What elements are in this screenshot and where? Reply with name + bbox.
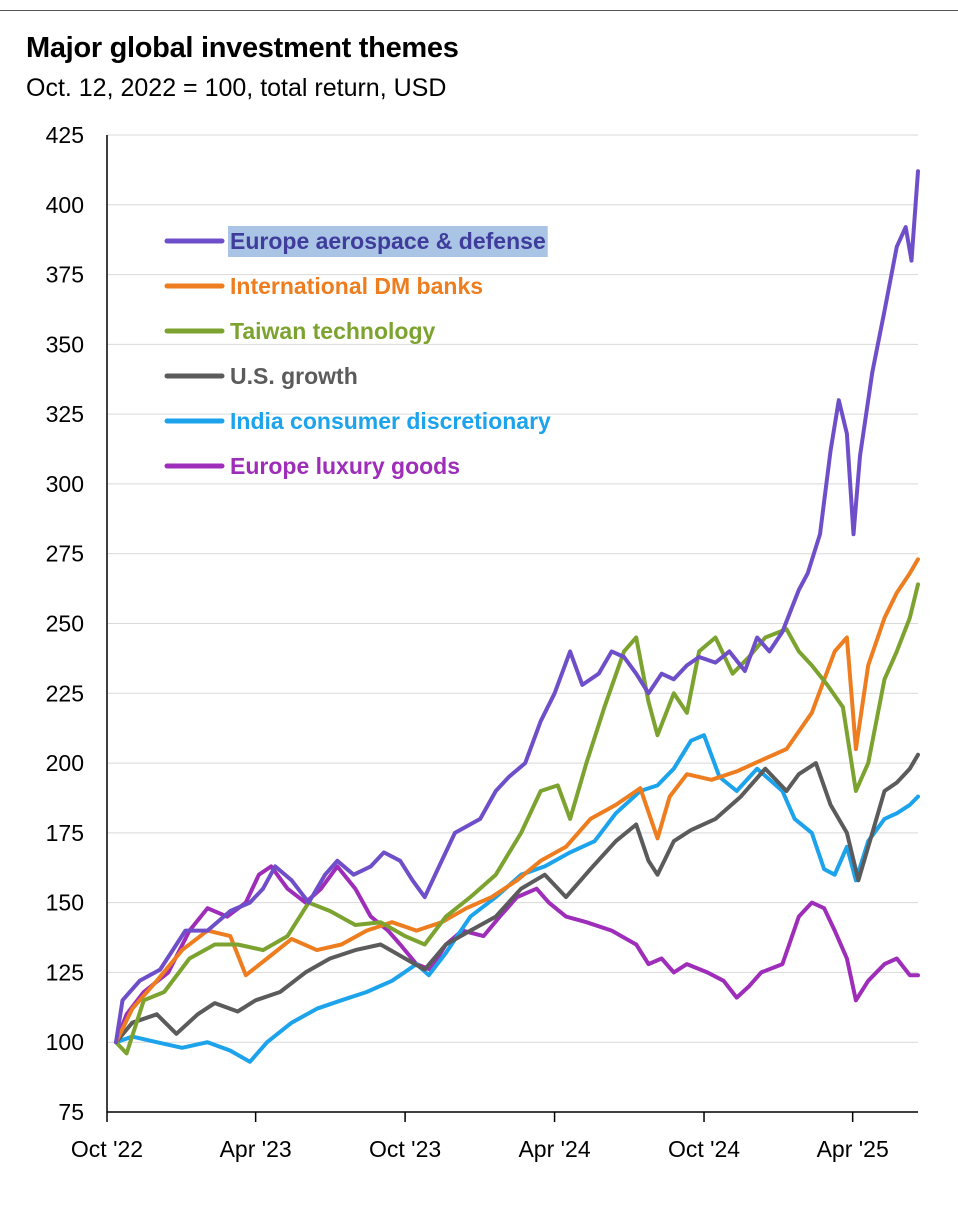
y-tick-label-250: 250 — [46, 611, 84, 637]
y-tick-label-125: 125 — [46, 959, 84, 985]
x-tick-label-3: Apr '24 — [518, 1136, 590, 1162]
y-tick-label-100: 100 — [46, 1029, 84, 1055]
legend-entry-3: U.S. growth — [164, 363, 358, 389]
legend-entry-0: Europe aerospace & defense — [164, 226, 548, 257]
legend-entry-5: Europe luxury goods — [164, 453, 460, 479]
y-tick-label-350: 350 — [46, 331, 84, 357]
axes: 75 100 125 150 175 200 225 250 275 300 325 350 375 40… — [46, 122, 918, 1162]
x-tick-label-4: Oct '24 — [668, 1136, 740, 1162]
y-tick-label-225: 225 — [46, 680, 84, 706]
top-rule — [0, 10, 958, 11]
legend-label-4: India consumer discretionary — [230, 408, 551, 434]
y-tick-label-300: 300 — [46, 471, 84, 497]
legend-label-1: International DM banks — [230, 273, 483, 299]
legend-entry-1: International DM banks — [164, 273, 483, 299]
gridlines — [107, 134, 918, 1043]
series-line-5 — [114, 864, 920, 1045]
legend: Europe aerospace & defense International … — [164, 226, 551, 479]
y-tick-label-200: 200 — [46, 750, 84, 776]
y-tick-label-75: 75 — [58, 1099, 84, 1125]
y-tick-label-375: 375 — [46, 262, 84, 288]
legend-label-0: Europe aerospace & defense — [230, 228, 546, 254]
series-line-4 — [114, 733, 920, 1064]
x-tick-label-5: Apr '25 — [817, 1136, 889, 1162]
y-tick-label-400: 400 — [46, 192, 84, 218]
chart-title: Major global investment themes — [26, 32, 459, 64]
series-line-0 — [114, 169, 920, 1045]
series-lines — [114, 169, 920, 1064]
x-tick-label-2: Oct '23 — [369, 1136, 441, 1162]
series-line-2 — [114, 582, 920, 1056]
y-tick-label-325: 325 — [46, 401, 84, 427]
y-tick-label-150: 150 — [46, 890, 84, 916]
legend-label-3: U.S. growth — [230, 363, 358, 389]
x-tick-label-1: Apr '23 — [220, 1136, 292, 1162]
legend-highlight-0 — [228, 226, 548, 257]
y-tick-label-425: 425 — [46, 122, 84, 148]
x-tick-label-0: Oct '22 — [71, 1136, 143, 1162]
legend-label-5: Europe luxury goods — [230, 453, 460, 479]
y-tick-label-175: 175 — [46, 820, 84, 846]
series-line-3 — [114, 752, 920, 1045]
y-tick-label-275: 275 — [46, 541, 84, 567]
series-line-1 — [114, 557, 920, 1045]
legend-label-2: Taiwan technology — [230, 318, 436, 344]
legend-entry-2: Taiwan technology — [164, 318, 436, 344]
legend-entry-4: India consumer discretionary — [164, 408, 551, 434]
chart-subtitle: Oct. 12, 2022 = 100, total return, USD — [26, 74, 447, 102]
